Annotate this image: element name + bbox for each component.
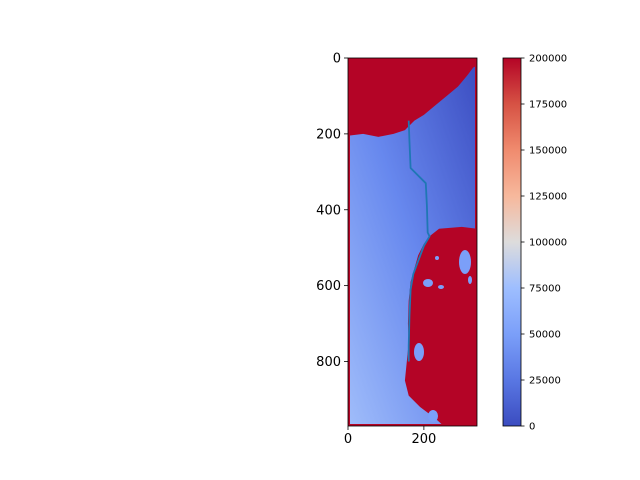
colorbar-gradient (502, 57, 522, 427)
colorbar-tick-label: 25000 (529, 376, 561, 387)
path-line (407, 120, 431, 362)
colorbar-ticks: 0 25000 50000 75000 100000 125000 150000 175000… (521, 54, 567, 433)
y-tick-label: 400 (316, 203, 341, 218)
x-tick-label: 0 (344, 432, 352, 447)
hole (423, 279, 433, 287)
hole (428, 410, 438, 422)
heatmap-plot (347, 57, 478, 427)
x-axis: 0 200 (344, 426, 436, 447)
hole (435, 256, 439, 260)
hole (459, 250, 471, 274)
y-tick-label: 0 (333, 52, 341, 67)
saturated-region-top (348, 58, 477, 137)
y-tick-label: 800 (316, 355, 341, 370)
colorbar-tick-label: 150000 (529, 146, 567, 157)
edge-band-left (348, 58, 350, 426)
saturated-region-right (404, 226, 477, 426)
colorbar-tick-label: 100000 (529, 238, 567, 249)
colorbar-tick-label: 0 (529, 422, 535, 433)
interior-holes (414, 250, 472, 422)
colorbar-tick-label: 125000 (529, 192, 567, 203)
plot-frame (347, 57, 478, 427)
colorbar-tick-label: 200000 (529, 54, 567, 65)
colorbar-tick-label: 75000 (529, 284, 561, 295)
hole (438, 285, 444, 289)
colorbar-tick-label: 50000 (529, 330, 561, 341)
hole (414, 343, 424, 361)
colorbar-tick-label: 175000 (529, 100, 567, 111)
edge-band-right (475, 58, 477, 426)
y-axis: 0 200 400 600 800 (316, 52, 348, 370)
hole (468, 276, 472, 284)
x-tick-label: 200 (411, 432, 436, 447)
y-tick-label: 600 (316, 279, 341, 294)
colorbar: 0 25000 50000 75000 100000 125000 150000 175000… (502, 54, 567, 433)
y-tick-label: 200 (316, 127, 341, 142)
edge-band-bottom (348, 424, 477, 426)
